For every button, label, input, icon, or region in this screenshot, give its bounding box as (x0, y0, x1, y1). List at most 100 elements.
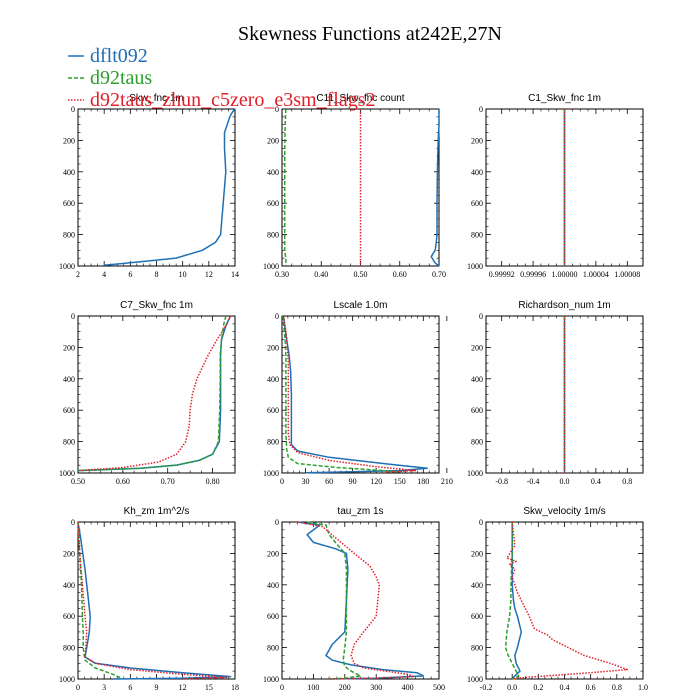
x-tick-label: 0.70 (432, 270, 446, 279)
x-tick-label: 150 (394, 477, 406, 486)
y-tick-label: 0 (275, 518, 279, 527)
panel-7: Kh_zm 1m^2/s 0 3 6 9 12 15 18 0 200 400 600 800 1000 (59, 506, 239, 692)
x-tick-label: 0.99992 (489, 270, 515, 279)
legend-label: d92taus_zhun_c5zero_e3sm_flags2 (90, 89, 375, 111)
y-tick-label: 0 (71, 312, 75, 321)
x-tick-label: 210 (441, 477, 453, 486)
y-tick-label: 200 (63, 549, 75, 558)
x-tick-label: 0.0 (560, 477, 570, 486)
x-tick-label: 0.80 (206, 477, 220, 486)
legend-label: dflt092 (90, 45, 148, 67)
panel-5: Lscale 1.0m 0 30 60 90 120 150 180 210 0 200 400 600… (263, 300, 453, 486)
y-tick-label: 600 (63, 406, 75, 415)
y-tick-label: 0 (71, 105, 75, 114)
panel-title: Kh_zm 1m^2/s (124, 506, 190, 517)
x-tick-label: 0.4 (591, 477, 601, 486)
y-tick-label: 0 (479, 312, 483, 321)
y-tick-label: 0 (479, 518, 483, 527)
x-tick-label: 0.4 (560, 683, 570, 692)
series-dflt092 (430, 109, 440, 267)
x-tick-label: 90 (349, 477, 357, 486)
x-tick-label: -0.2 (480, 683, 493, 692)
x-tick-label: 30 (302, 477, 310, 486)
series-d92taus (306, 521, 362, 680)
x-tick-label: 0.30 (275, 270, 289, 279)
y-tick-label: 600 (267, 199, 279, 208)
y-tick-label: 1000 (467, 262, 483, 271)
series-d92taus-zhun-c5zero-e3sm-flags2 (506, 521, 629, 680)
panel-1: Skw_fnc 1m 2 4 6 8 10 12 14 0 200 400 600 800 1000 (59, 93, 239, 279)
x-tick-label: 0.6 (586, 683, 596, 692)
series-d92taus (282, 315, 404, 473)
y-tick-label: 400 (267, 168, 279, 177)
x-tick-label: 0.2 (533, 683, 543, 692)
series-d92taus (77, 521, 122, 679)
x-tick-label: 0.8 (612, 683, 622, 692)
x-tick-label: 200 (339, 683, 351, 692)
panel-title: C7_Skw_fnc 1m (120, 300, 193, 311)
plot-frame (77, 521, 236, 680)
y-tick-label: 800 (471, 231, 483, 240)
panel-title: C1_Skw_fnc 1m (528, 93, 601, 104)
y-tick-label: 400 (471, 581, 483, 590)
series-d92taus (504, 522, 520, 680)
y-tick-label: 200 (63, 136, 75, 145)
x-tick-label: 12 (205, 270, 213, 279)
panel-title: Richardson_num 1m (518, 300, 610, 311)
y-tick-label: 400 (267, 375, 279, 384)
y-tick-label: 400 (471, 375, 483, 384)
x-tick-label: 0.60 (393, 270, 407, 279)
y-tick-label: 1000 (59, 262, 75, 271)
series-dflt092 (77, 521, 232, 680)
plot-frame (281, 521, 440, 680)
x-tick-label: 0.0 (507, 683, 517, 692)
plot-frame (77, 108, 236, 267)
x-tick-label: 0.50 (354, 270, 368, 279)
x-tick-label: 9 (155, 683, 159, 692)
x-tick-label: 4 (102, 270, 106, 279)
x-tick-label: 300 (370, 683, 382, 692)
x-tick-label: 14 (231, 270, 239, 279)
y-tick-label: 200 (267, 549, 279, 558)
series-dflt092 (297, 521, 425, 680)
series-d92taus-zhun-c5zero-e3sm-flags2 (77, 521, 228, 680)
x-tick-label: 6 (128, 270, 132, 279)
series-dflt092 (104, 108, 236, 266)
panel-title: tau_zm 1s (337, 506, 383, 517)
series-d92taus-zhun-c5zero-e3sm-flags2 (282, 315, 417, 473)
plot-frame (77, 315, 236, 474)
y-tick-label: 600 (267, 612, 279, 621)
panel-title: Skw_fnc 1m (129, 93, 183, 104)
y-tick-label: 1000 (467, 469, 483, 478)
y-tick-label: 800 (267, 438, 279, 447)
x-tick-label: 120 (370, 477, 382, 486)
y-tick-label: 600 (471, 199, 483, 208)
x-tick-label: 0.70 (161, 477, 175, 486)
x-tick-label: 0.60 (116, 477, 130, 486)
panels: Skw_fnc 1m2 4 6 8 10 12 1402004006008001000C11… (59, 93, 648, 692)
x-tick-label: 15 (205, 683, 213, 692)
x-tick-label: 0.8 (622, 477, 632, 486)
x-tick-label: 0.99996 (520, 270, 546, 279)
x-tick-label: 6 (128, 683, 132, 692)
y-tick-label: 800 (471, 438, 483, 447)
y-tick-label: 800 (63, 438, 75, 447)
x-tick-label: 2 (76, 270, 80, 279)
y-tick-label: 200 (63, 343, 75, 352)
panel-8: tau_zm 1s 0 100 200 300 400 500 0 200 400 600 800 10… (263, 506, 445, 692)
series-d92taus (283, 108, 287, 266)
x-tick-label: 3 (102, 683, 106, 692)
y-tick-label: 200 (471, 549, 483, 558)
x-tick-label: 500 (433, 683, 445, 692)
plot-frame (485, 521, 644, 680)
panel-6: Richardson_num 1m -0.8 -0.4 0.0 0.4 0.8 0 200 40… (467, 300, 644, 486)
series-d92taus-zhun-c5zero-e3sm-flags2 (297, 521, 415, 680)
y-tick-label: 800 (471, 644, 483, 653)
x-tick-label: 10 (179, 270, 187, 279)
x-tick-label: 1.0 (638, 683, 648, 692)
panel-3: C1_Skw_fnc 1m 0.99992 0.99996 1.00000 1.0000… (467, 93, 644, 279)
y-tick-label: 1000 (467, 675, 483, 684)
panel-9: Skw_velocity 1m/s -0.2 0.0 0.2 0.4 0.6 0.8 1.0 0… (467, 506, 648, 692)
y-tick-label: 400 (63, 375, 75, 384)
x-tick-label: 1.00004 (583, 270, 609, 279)
